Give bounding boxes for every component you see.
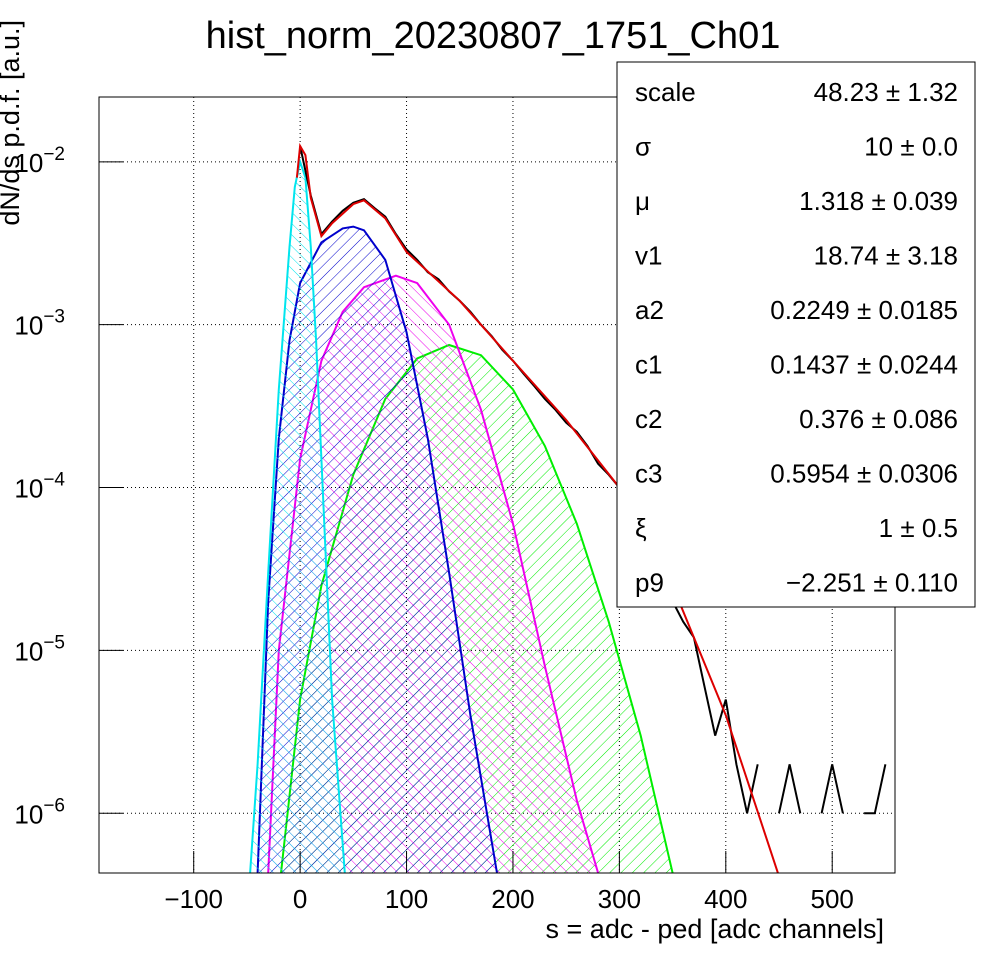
stat-value: 18.74 ± 3.18 [814,241,958,271]
stat-value: −2.251 ± 0.110 [786,568,958,598]
area [250,161,345,873]
stat-name: c2 [635,404,662,434]
x-tick-label: 0 [293,884,307,914]
x-tick-label: −100 [164,884,223,914]
stat-name: p9 [635,568,664,598]
stat-value: 0.1437 ± 0.0244 [770,350,958,380]
x-tick-label: 200 [491,884,534,914]
y-tick-label: 10−5 [14,632,65,666]
stat-name: σ [635,132,651,162]
x-tick-label: 300 [598,884,641,914]
curve [249,157,346,873]
stat-name: c1 [635,350,662,380]
x-tick-label: 100 [385,884,428,914]
chart-title: hist_norm_20230807_1751_Ch01 [206,15,781,57]
stat-value: 0.5954 ± 0.0306 [770,459,958,489]
stats-box: scale 48.23 ± 1.32 σ 10 ± 0.0 μ 1.318 ± 0.039… [616,61,976,608]
stat-value: 0.376 ± 0.086 [799,404,958,434]
stat-name: v1 [635,241,662,271]
x-axis-label: s = adc - ped [adc channels] [546,914,884,944]
stats-frame [616,61,976,608]
stat-name: a2 [635,295,664,325]
y-axis-label: dN/ds p.d.f. [a.u.] [0,20,25,226]
x-tick-label: 500 [811,884,854,914]
stat-value: 48.23 ± 1.32 [814,77,958,107]
y-tick-label: 10−3 [14,307,65,341]
stat-value: 0.2249 ± 0.0185 [770,295,958,325]
stat-name: scale [635,77,696,107]
stat-name: μ [635,186,650,216]
stat-name: ξ [635,513,647,543]
y-tick-label: 10−4 [14,470,65,504]
y-tick-label: 10−6 [14,795,65,829]
stat-value: 1.318 ± 0.039 [799,186,958,216]
stat-value: 10 ± 0.0 [864,132,958,162]
x-tick-label: 400 [704,884,747,914]
stat-name: c3 [635,459,662,489]
stat-value: 1 ± 0.5 [879,513,958,543]
